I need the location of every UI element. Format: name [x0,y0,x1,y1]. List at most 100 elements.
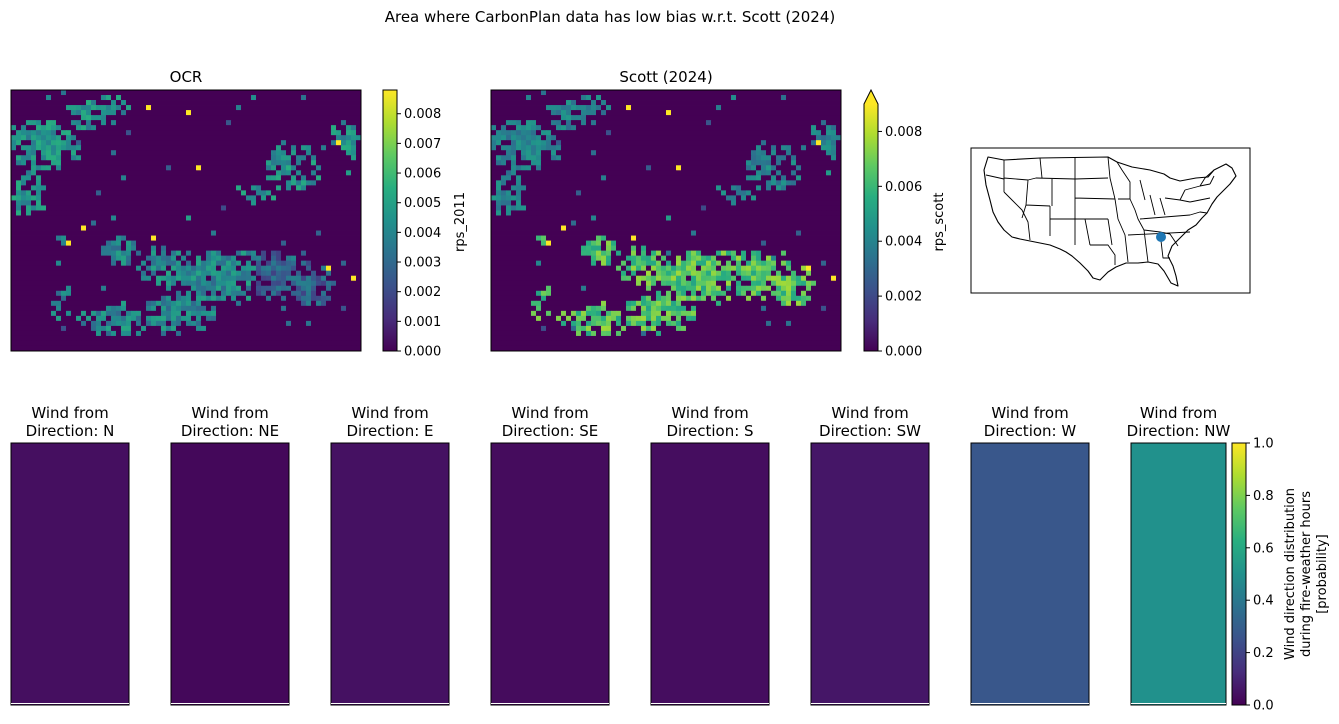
heatmap-cell [501,110,507,116]
heatmap-cell [556,115,562,121]
heatmap-cell [546,95,552,101]
heatmap-cell [496,150,502,156]
heatmap-cell [231,110,237,116]
heatmap-cell [166,110,172,116]
heatmap-cell [16,220,22,226]
heatmap-cell [21,270,27,277]
heatmap-cell [11,130,17,136]
heatmap-cell [236,215,242,221]
heatmap-cell [831,135,837,141]
heatmap-cell [116,345,122,351]
heatmap-cell [211,330,217,337]
heatmap-cell [261,205,267,211]
heatmap-cell [236,240,242,246]
heatmap-cell [621,180,627,186]
heatmap-cell [186,330,192,337]
heatmap-cell [711,155,717,161]
heatmap-cell [506,105,512,111]
heatmap-cell [566,155,572,161]
heatmap-cell [131,135,137,141]
heatmap-cell [146,165,152,171]
heatmap-cell [591,135,597,141]
heatmap-cell [76,265,82,272]
heatmap-cell [326,175,332,181]
heatmap-cell [301,160,307,166]
heatmap-cell [286,150,292,156]
heatmap-cell [26,180,32,186]
heatmap-cell [71,260,77,267]
heatmap-cell [696,170,702,176]
heatmap-cell [301,245,307,252]
heatmap-cell [656,175,662,181]
heatmap-cell [126,240,132,246]
heatmap-cell [181,195,187,201]
heatmap-cell [341,160,347,166]
heatmap-cell [101,170,107,176]
heatmap-cell [801,170,807,176]
heatmap-cell [296,240,302,246]
heatmap-cell [491,180,497,186]
heatmap-cell [281,205,287,211]
heatmap-cell [76,140,82,146]
heatmap-cell [246,235,252,241]
heatmap-cell [246,315,252,322]
heatmap-cell [296,210,302,216]
heatmap-cell [261,135,267,141]
heatmap-cell [306,205,312,211]
heatmap-cell [346,95,352,101]
heatmap-cell [491,155,497,161]
heatmap-cell [171,185,177,191]
heatmap-cell [41,300,47,307]
heatmap-cell [216,295,222,302]
heatmap-cell [106,305,112,312]
heatmap-cell [256,345,262,351]
heatmap-cell [96,250,102,257]
heatmap-cell [241,135,247,141]
heatmap-cell [656,150,662,156]
heatmap-cell [306,135,312,141]
heatmap-cell [286,145,292,151]
heatmap-cell [346,285,352,292]
heatmap-cell [716,110,722,116]
heatmap-cell [241,130,247,136]
heatmap-cell [51,215,57,221]
heatmap-cell [736,180,742,186]
heatmap-cell [356,265,361,272]
heatmap-cell [581,100,587,106]
heatmap-cell [301,340,307,347]
heatmap-cell [281,215,287,221]
heatmap-cell [176,115,182,121]
heatmap-cell [776,160,782,166]
heatmap-cell [201,140,207,146]
heatmap-cell [781,90,787,96]
heatmap-cell [161,225,167,231]
heatmap-cell [356,290,361,297]
heatmap-cell [216,305,222,312]
heatmap-cell [581,135,587,141]
heatmap-cell [141,155,147,161]
heatmap-cell [86,220,92,226]
heatmap-cell [81,285,87,292]
heatmap-cell [291,165,297,171]
heatmap-cell [586,140,592,146]
heatmap-cell [621,105,627,111]
heatmap-cell [26,155,32,161]
heatmap-cell [296,315,302,322]
heatmap-cell [216,150,222,156]
heatmap-cell [581,160,587,166]
heatmap-cell [261,130,267,136]
heatmap-cell [81,105,87,111]
heatmap-cell [501,145,507,151]
heatmap-cell [76,115,82,121]
heatmap-cell [541,145,547,151]
heatmap-cell [176,250,182,257]
heatmap-cell [131,345,137,351]
heatmap-cell [126,295,132,302]
heatmap-cell [246,255,252,262]
heatmap-cell [186,215,192,221]
heatmap-cell [746,165,752,171]
heatmap-cell [646,155,652,161]
heatmap-cell [96,110,102,116]
heatmap-cell [151,200,157,206]
heatmap-cell [56,295,62,302]
